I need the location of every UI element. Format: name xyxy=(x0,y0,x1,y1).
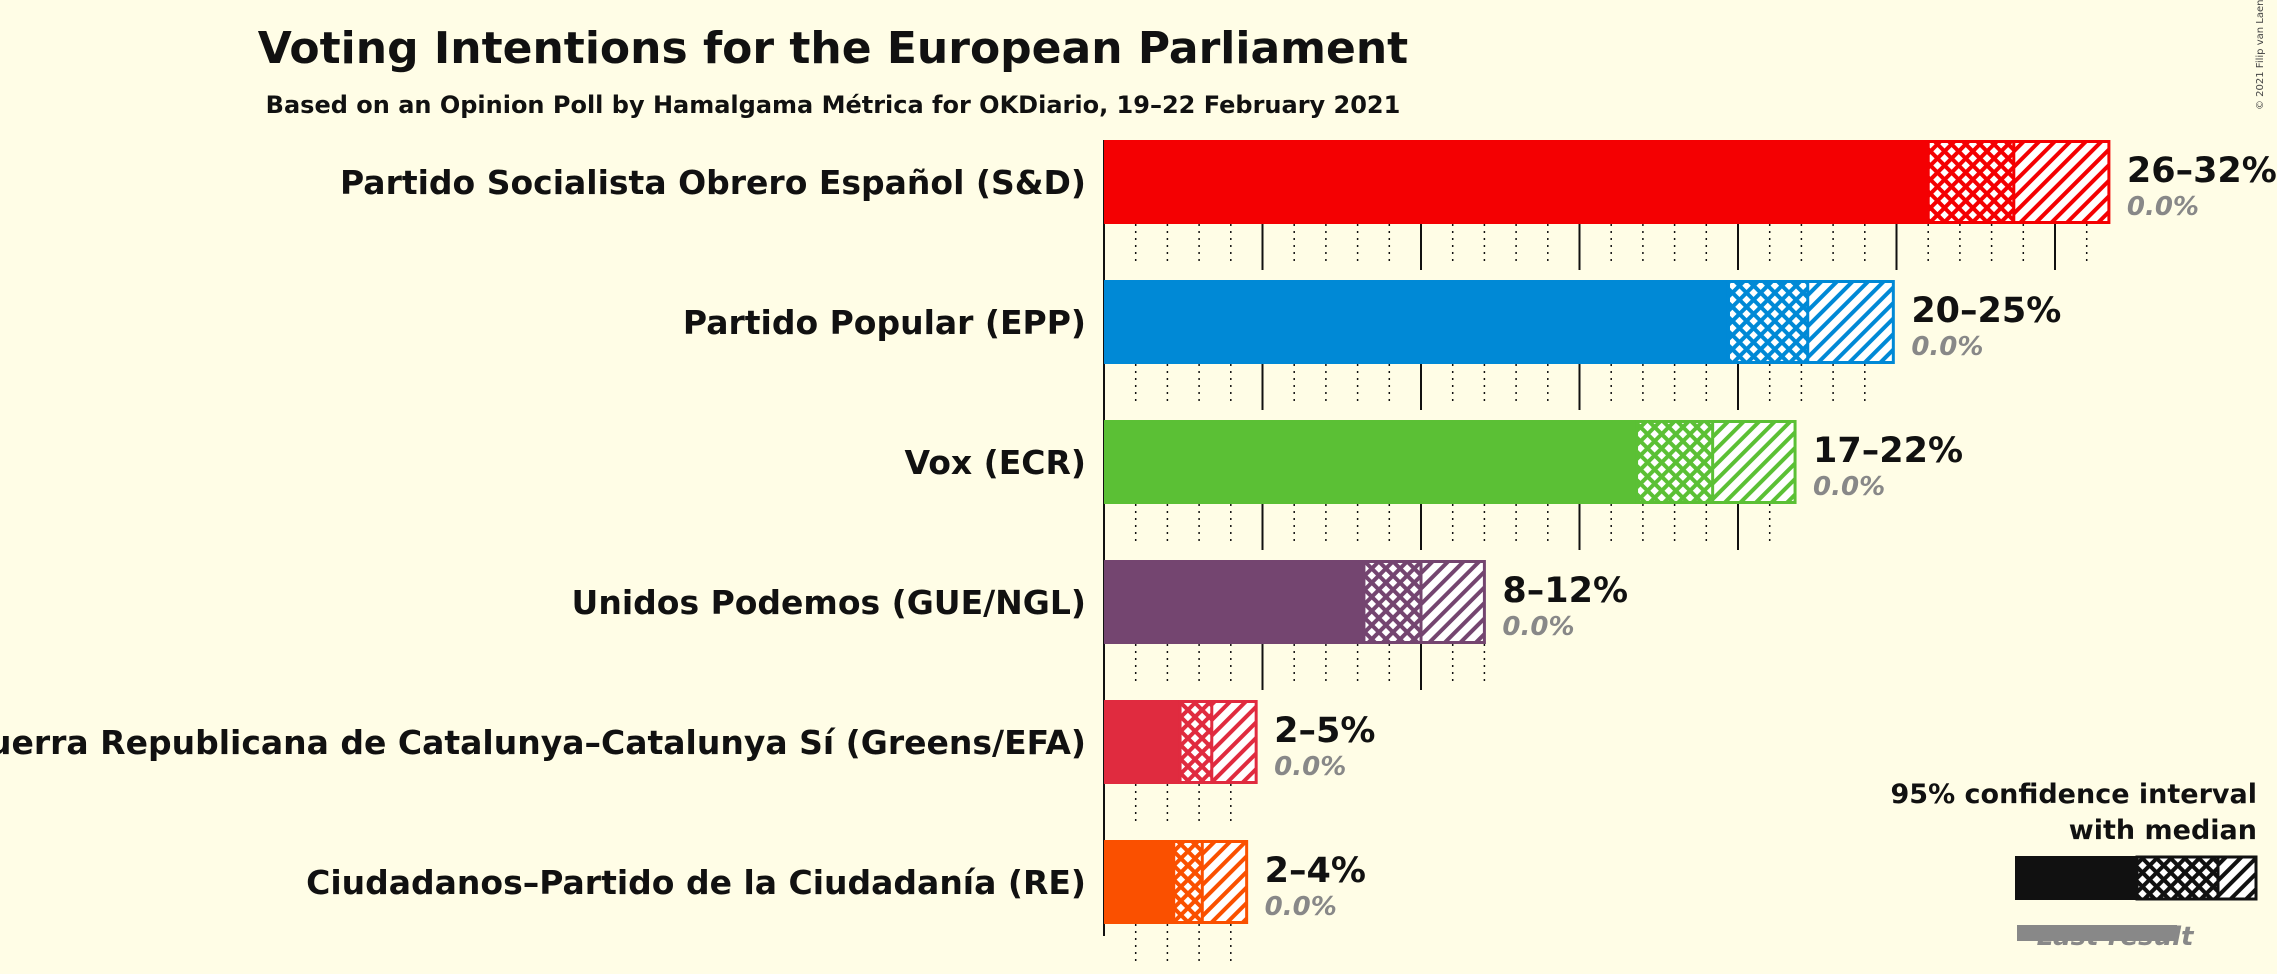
bar-ci-lower xyxy=(1636,422,1713,502)
party-label: Partido Popular (EPP) xyxy=(683,303,1086,342)
last-result-label: 0.0% xyxy=(1502,612,1574,642)
bar-ci-lower xyxy=(1363,562,1421,642)
range-label: 2–4% xyxy=(1265,851,1366,891)
last-result-label: 0.0% xyxy=(1911,332,1983,362)
chart-subtitle: Based on an Opinion Poll by Hamalgama Mé… xyxy=(266,91,1401,119)
chart-title: Voting Intentions for the European Parli… xyxy=(258,23,1408,74)
party-label: Esquerra Republicana de Catalunya–Catalu… xyxy=(0,723,1086,762)
bar-ci-upper xyxy=(1807,282,1894,362)
bar-solid xyxy=(1104,840,1174,924)
range-label: 8–12% xyxy=(1502,571,1628,611)
legend: 95% confidence interval with median Last… xyxy=(1891,779,2258,952)
copyright-text: © 2021 Filip van Laenen xyxy=(2255,0,2266,110)
bar-ci-lower xyxy=(1173,842,1203,922)
range-label: 20–25% xyxy=(1911,291,2061,331)
bar-ci-upper xyxy=(1202,842,1247,922)
bar-solid xyxy=(1104,280,1729,364)
bar-solid xyxy=(1104,140,1929,224)
bar-ci-upper xyxy=(1421,562,1485,642)
range-label: 2–5% xyxy=(1274,711,1375,751)
legend-bar-ci-upper xyxy=(2218,857,2256,899)
party-label: Partido Socialista Obrero Español (S&D) xyxy=(340,163,1086,202)
legend-bar-solid xyxy=(2015,856,2137,900)
bar-ci-lower xyxy=(1180,702,1212,782)
bar-ci-outline xyxy=(1362,560,1486,644)
bar-ci-outline xyxy=(1926,140,2111,224)
bar-ci-lower xyxy=(1728,282,1808,362)
last-result-label: 0.0% xyxy=(1813,472,1885,502)
bar-ci-upper xyxy=(1211,702,1257,782)
bar-rows: Partido Socialista Obrero Español (S&D) 2… xyxy=(0,140,2277,966)
range-label: 26–32% xyxy=(2127,151,2277,191)
last-result-label: 0.0% xyxy=(2127,192,2199,222)
party-label: Unidos Podemos (GUE/NGL) xyxy=(572,583,1086,622)
bar-solid xyxy=(1104,560,1364,644)
legend-bar-ci-lower xyxy=(2137,857,2218,899)
bar-ci-lower xyxy=(1928,142,2014,222)
legend-ci-label-2: with median xyxy=(2069,815,2257,846)
bar-ci-outline xyxy=(1172,840,1249,924)
legend-bar-outline xyxy=(2135,855,2258,901)
bar-ci-outline xyxy=(1178,700,1258,784)
range-label: 17–22% xyxy=(1813,431,1963,471)
bar-solid xyxy=(1104,700,1181,784)
legend-ci-label-1: 95% confidence interval xyxy=(1891,779,2257,810)
bar-ci-upper xyxy=(1712,422,1796,502)
bar-ci-outline xyxy=(1726,280,1895,364)
bar-solid xyxy=(1104,420,1637,504)
party-label: Ciudadanos–Partido de la Ciudadanía (RE) xyxy=(306,863,1086,902)
bar-ci-outline xyxy=(1635,420,1797,504)
bar-ci-upper xyxy=(2013,142,2109,222)
last-result-label: 0.0% xyxy=(1265,892,1337,922)
last-result-label: 0.0% xyxy=(1274,752,1346,782)
legend-last-result-bar xyxy=(2017,925,2177,941)
party-label: Vox (ECR) xyxy=(904,443,1086,482)
